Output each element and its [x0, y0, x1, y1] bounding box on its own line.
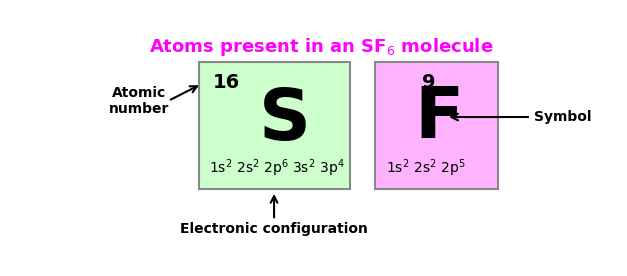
Text: Electronic configuration: Electronic configuration — [180, 222, 368, 237]
Text: Symbol: Symbol — [534, 110, 592, 124]
FancyBboxPatch shape — [199, 62, 350, 189]
Text: Atoms present in an SF$_6$ molecule: Atoms present in an SF$_6$ molecule — [149, 36, 493, 58]
Text: 9: 9 — [422, 73, 435, 92]
Text: S: S — [258, 86, 311, 155]
Text: 16: 16 — [213, 73, 240, 92]
FancyBboxPatch shape — [375, 62, 498, 189]
Text: 1s$^2$ 2s$^2$ 2p$^6$ 3s$^2$ 3p$^4$: 1s$^2$ 2s$^2$ 2p$^6$ 3s$^2$ 3p$^4$ — [209, 157, 345, 179]
Text: 1s$^2$ 2s$^2$ 2p$^5$: 1s$^2$ 2s$^2$ 2p$^5$ — [386, 157, 466, 179]
Text: Atomic
number: Atomic number — [108, 86, 169, 116]
Text: F: F — [414, 84, 463, 153]
